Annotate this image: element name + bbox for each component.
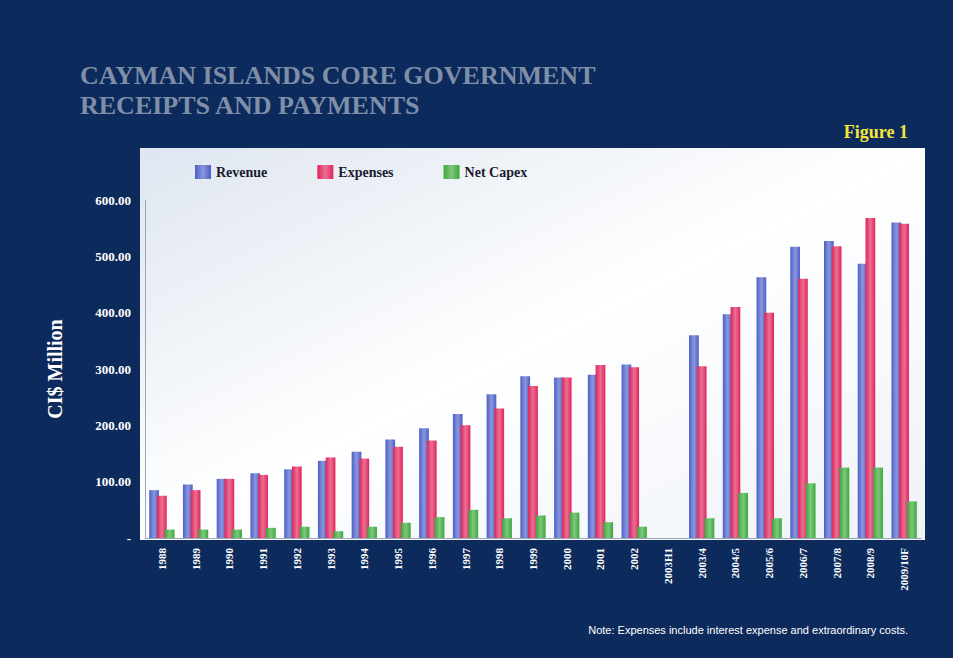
svg-text:CI$ Million: CI$ Million bbox=[44, 319, 66, 418]
svg-text:1997: 1997 bbox=[460, 548, 472, 571]
svg-text:Note: Expenses include interes: Note: Expenses include interest expense … bbox=[588, 624, 908, 636]
svg-text:300.00: 300.00 bbox=[95, 362, 131, 377]
svg-text:2007/8: 2007/8 bbox=[831, 548, 843, 579]
svg-text:Figure 1: Figure 1 bbox=[844, 122, 908, 142]
svg-text:CAYMAN ISLANDS CORE GOVERNMENT: CAYMAN ISLANDS CORE GOVERNMENT bbox=[80, 61, 602, 90]
svg-text:1991: 1991 bbox=[257, 548, 269, 570]
svg-text:1990: 1990 bbox=[223, 548, 235, 571]
svg-text:2002: 2002 bbox=[628, 548, 640, 571]
svg-text:2003/4: 2003/4 bbox=[696, 548, 708, 579]
svg-text:400.00: 400.00 bbox=[95, 305, 131, 320]
svg-text:2004/5: 2004/5 bbox=[729, 548, 741, 579]
svg-text:2001: 2001 bbox=[594, 548, 606, 570]
svg-text:1993: 1993 bbox=[325, 548, 337, 571]
svg-text:1998: 1998 bbox=[493, 548, 505, 571]
svg-text:Revenue: Revenue bbox=[216, 165, 267, 180]
svg-text:1989: 1989 bbox=[190, 548, 202, 571]
svg-text:2009/10F: 2009/10F bbox=[898, 548, 910, 591]
svg-text:100.00: 100.00 bbox=[95, 474, 131, 489]
svg-text:2003H1: 2003H1 bbox=[662, 548, 674, 584]
svg-text:1992: 1992 bbox=[291, 548, 303, 571]
svg-text:2005/6: 2005/6 bbox=[763, 548, 775, 579]
svg-text:2008/9: 2008/9 bbox=[864, 548, 876, 579]
svg-text:1994: 1994 bbox=[358, 548, 370, 571]
svg-text:500.00: 500.00 bbox=[95, 249, 131, 264]
svg-text:1995: 1995 bbox=[392, 548, 404, 571]
svg-text:Net Capex: Net Capex bbox=[465, 165, 528, 180]
svg-text:1999: 1999 bbox=[527, 548, 539, 571]
svg-text:Expenses: Expenses bbox=[338, 165, 394, 180]
svg-text:1988: 1988 bbox=[156, 548, 168, 571]
svg-text:2000: 2000 bbox=[561, 548, 573, 571]
svg-text:200.00: 200.00 bbox=[95, 418, 131, 433]
svg-text:600.00: 600.00 bbox=[95, 193, 131, 208]
svg-text:1996: 1996 bbox=[426, 548, 438, 571]
svg-text:RECEIPTS AND PAYMENTS: RECEIPTS AND PAYMENTS bbox=[80, 91, 420, 120]
svg-text:-: - bbox=[127, 531, 131, 546]
svg-text:2006/7: 2006/7 bbox=[797, 548, 809, 579]
